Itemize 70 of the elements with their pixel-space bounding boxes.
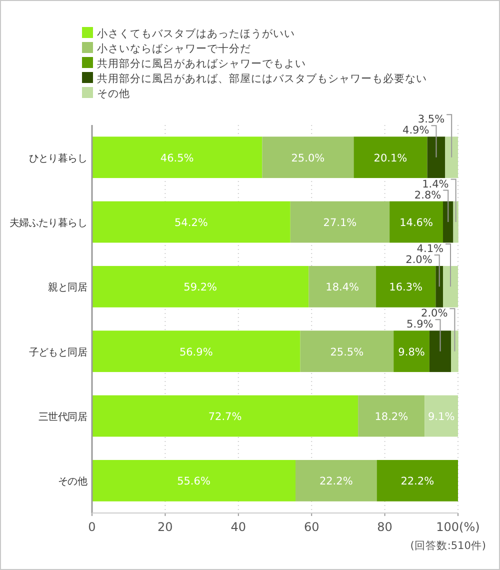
bar (429, 330, 452, 372)
y-tick-label: その他 (58, 476, 88, 488)
data-label: 56.9% (179, 346, 213, 358)
bar (92, 201, 290, 243)
y-tick-label: 夫婦ふたり暮らし (9, 217, 87, 229)
bar (442, 266, 458, 308)
x-tick-label: 80 (377, 520, 392, 534)
data-label: 22.2% (319, 476, 353, 488)
x-tick-label: 60 (304, 520, 320, 534)
bar (92, 136, 262, 178)
data-label: 25.0% (291, 152, 325, 164)
data-label: 1.4% (422, 178, 449, 190)
bar (300, 330, 394, 372)
bar (424, 395, 458, 437)
bar (436, 266, 443, 308)
x-tick-label: 20 (158, 520, 173, 534)
bar (453, 201, 458, 243)
bar (376, 266, 436, 308)
data-label: 9.1% (428, 411, 455, 423)
data-label: 46.5% (160, 152, 194, 164)
bar (92, 330, 300, 372)
bar (451, 330, 458, 372)
bar (390, 201, 443, 243)
data-label: 27.1% (323, 217, 357, 229)
data-label: 3.5% (418, 114, 445, 126)
bar (262, 136, 354, 178)
data-label: 22.2% (400, 476, 434, 488)
bar (358, 395, 425, 437)
data-label: 18.2% (374, 411, 408, 423)
bar (445, 136, 458, 178)
data-label: 9.8% (398, 346, 425, 358)
legend-label: 小さくてもバスタブはあったほうがいい (97, 27, 295, 40)
bar (92, 395, 358, 437)
bar (92, 266, 309, 308)
data-label: 59.2% (184, 282, 218, 294)
bar (427, 136, 446, 178)
x-tick-label: 100(%) (436, 520, 480, 534)
y-tick-label: 親と同居 (48, 282, 88, 294)
legend-label: 共用部分に風呂があれば、部屋にはバスタブもシャワーも必要ない (97, 72, 427, 85)
data-label: 54.2% (174, 217, 208, 229)
data-label: 55.6% (177, 476, 210, 488)
bar (394, 330, 430, 372)
data-label: 5.9% (406, 318, 434, 331)
data-label: 18.4% (326, 282, 360, 294)
bar (442, 201, 454, 243)
data-label: 72.7% (208, 411, 242, 423)
y-tick-label: 三世代同居 (38, 411, 88, 423)
data-label: 2.8% (414, 189, 442, 202)
bar (92, 460, 296, 502)
bar (354, 136, 428, 178)
data-label: 16.3% (389, 282, 423, 294)
legend-label: その他 (97, 88, 130, 100)
bar (290, 201, 390, 243)
data-label: 2.0% (406, 254, 432, 266)
bar (308, 266, 376, 308)
data-label: 25.5% (330, 346, 364, 358)
data-label: 14.6% (400, 217, 433, 229)
x-tick-label: 0 (88, 520, 96, 534)
data-label: 20.1% (374, 152, 408, 164)
data-label: 4.1% (416, 242, 444, 255)
bar (295, 460, 377, 502)
y-tick-label: ひとり暮らし (28, 152, 87, 164)
text: (回答数:510件) (410, 540, 486, 552)
x-tick-label: 40 (230, 520, 246, 534)
data-label: 2.0% (421, 308, 448, 320)
y-tick-label: 子どもと同居 (28, 347, 88, 358)
legend-label: 小さいならばシャワーで十分だ (97, 42, 251, 55)
bar (376, 460, 458, 502)
data-label: 4.9% (402, 124, 430, 137)
legend-label: 共用部分に風呂があればシャワーでもよい (97, 57, 306, 70)
